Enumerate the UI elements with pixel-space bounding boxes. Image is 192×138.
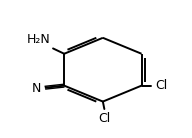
Text: Cl: Cl [98, 112, 110, 125]
Text: Cl: Cl [156, 79, 168, 92]
Text: H₂N: H₂N [26, 33, 50, 46]
Text: N: N [32, 82, 41, 95]
